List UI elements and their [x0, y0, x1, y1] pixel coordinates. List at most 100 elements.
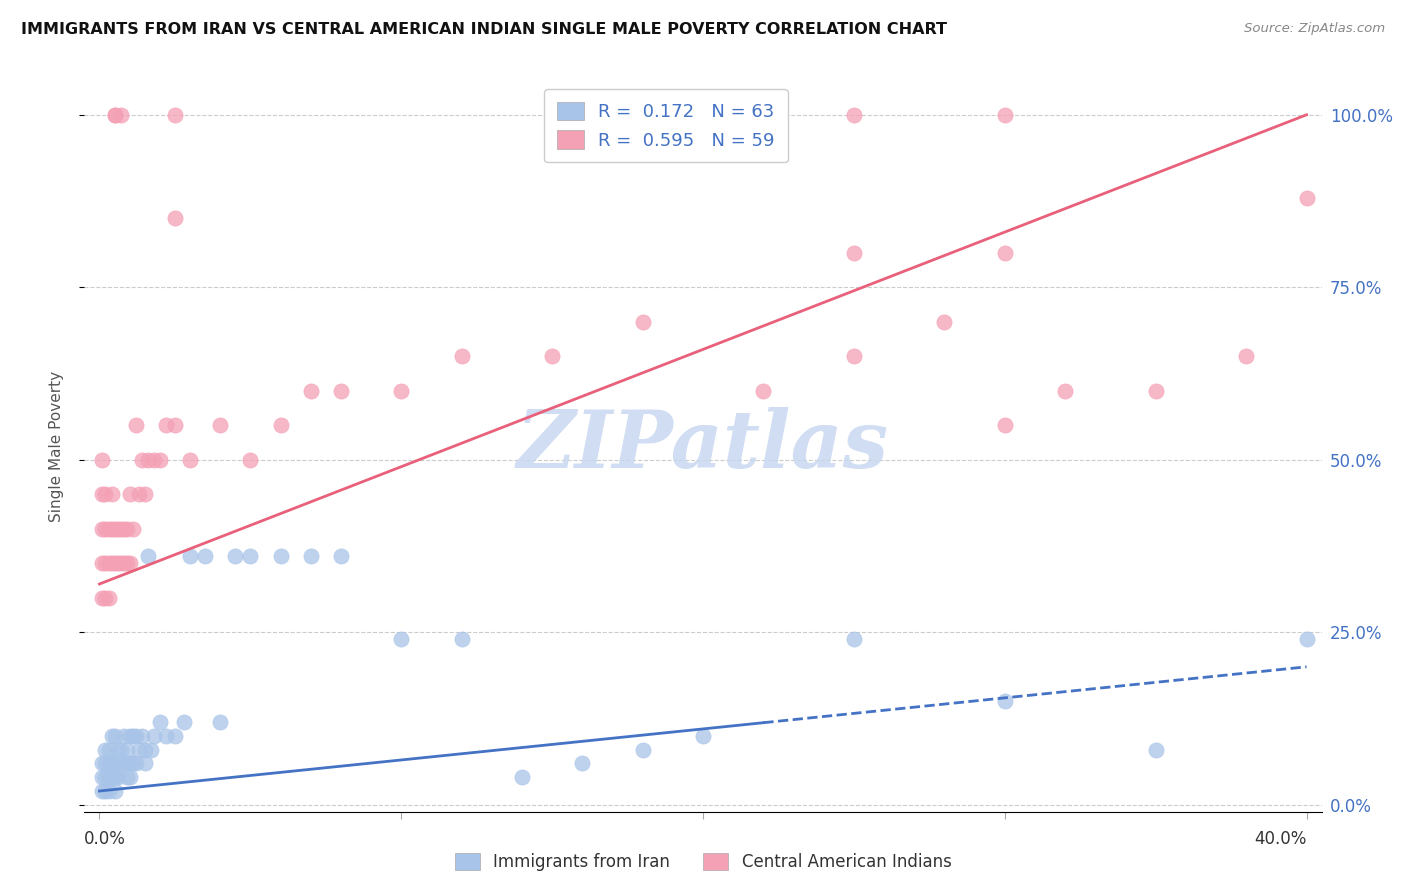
Point: [134, 742, 156, 756]
Point: [142, 729, 165, 743]
Point: [124, 729, 146, 743]
Point: [209, 714, 232, 729]
Point: [91, 557, 114, 571]
Point: [97, 522, 120, 536]
Point: [136, 549, 159, 564]
Point: [118, 557, 141, 571]
Point: [118, 756, 141, 771]
Point: [91, 487, 114, 501]
Point: [115, 522, 138, 536]
Point: [91, 770, 114, 784]
Point: [124, 418, 146, 433]
Point: [107, 742, 129, 756]
Point: [100, 770, 122, 784]
Point: [389, 384, 412, 398]
Point: [100, 557, 122, 571]
Point: [631, 315, 654, 329]
Point: [270, 418, 292, 433]
Point: [842, 108, 865, 122]
Point: [121, 756, 143, 771]
Point: [112, 557, 135, 571]
Point: [94, 557, 117, 571]
Point: [842, 349, 865, 363]
Point: [103, 770, 125, 784]
Point: [115, 742, 138, 756]
Point: [934, 315, 956, 329]
Point: [91, 522, 114, 536]
Point: [155, 729, 177, 743]
Point: [299, 549, 322, 564]
Point: [994, 245, 1017, 260]
Text: 0.0%: 0.0%: [84, 830, 127, 848]
Point: [110, 742, 132, 756]
Point: [1295, 632, 1317, 647]
Point: [450, 349, 472, 363]
Point: [163, 108, 186, 122]
Point: [112, 522, 135, 536]
Point: [94, 487, 117, 501]
Point: [389, 632, 412, 647]
Point: [121, 729, 143, 743]
Point: [100, 487, 122, 501]
Point: [329, 384, 352, 398]
Point: [1054, 384, 1077, 398]
Point: [110, 557, 132, 571]
Point: [94, 522, 117, 536]
Point: [994, 694, 1017, 708]
Point: [136, 452, 159, 467]
Point: [107, 522, 129, 536]
Point: [994, 108, 1017, 122]
Point: [118, 487, 141, 501]
Point: [103, 522, 125, 536]
Point: [752, 384, 775, 398]
Point: [91, 756, 114, 771]
Point: [103, 784, 125, 798]
Point: [128, 487, 150, 501]
Point: [91, 784, 114, 798]
Point: [163, 729, 186, 743]
Point: [97, 756, 120, 771]
Point: [179, 549, 201, 564]
Point: [1234, 349, 1257, 363]
Point: [631, 742, 654, 756]
Y-axis label: Single Male Poverty: Single Male Poverty: [49, 370, 63, 522]
Point: [329, 549, 352, 564]
Point: [450, 632, 472, 647]
Point: [103, 756, 125, 771]
Point: [842, 632, 865, 647]
Point: [209, 418, 232, 433]
Point: [571, 756, 593, 771]
Point: [97, 557, 120, 571]
Point: [91, 452, 114, 467]
Point: [121, 522, 143, 536]
Point: [142, 452, 165, 467]
Point: [131, 729, 153, 743]
Point: [139, 742, 162, 756]
Point: [149, 452, 172, 467]
Point: [124, 756, 146, 771]
Point: [994, 418, 1017, 433]
Point: [173, 714, 195, 729]
Point: [118, 729, 141, 743]
Point: [299, 384, 322, 398]
Point: [194, 549, 217, 564]
Point: [131, 452, 153, 467]
Point: [239, 452, 262, 467]
Point: [94, 784, 117, 798]
Point: [100, 729, 122, 743]
Text: Source: ZipAtlas.com: Source: ZipAtlas.com: [1244, 22, 1385, 36]
Point: [91, 591, 114, 605]
Point: [155, 418, 177, 433]
Point: [103, 108, 125, 122]
Point: [112, 756, 135, 771]
Point: [149, 714, 172, 729]
Point: [107, 557, 129, 571]
Point: [134, 487, 156, 501]
Point: [134, 756, 156, 771]
Legend: Immigrants from Iran, Central American Indians: Immigrants from Iran, Central American I…: [446, 845, 960, 880]
Text: ZIPatlas: ZIPatlas: [517, 408, 889, 484]
Point: [163, 211, 186, 226]
Point: [103, 729, 125, 743]
Point: [100, 756, 122, 771]
Point: [118, 770, 141, 784]
